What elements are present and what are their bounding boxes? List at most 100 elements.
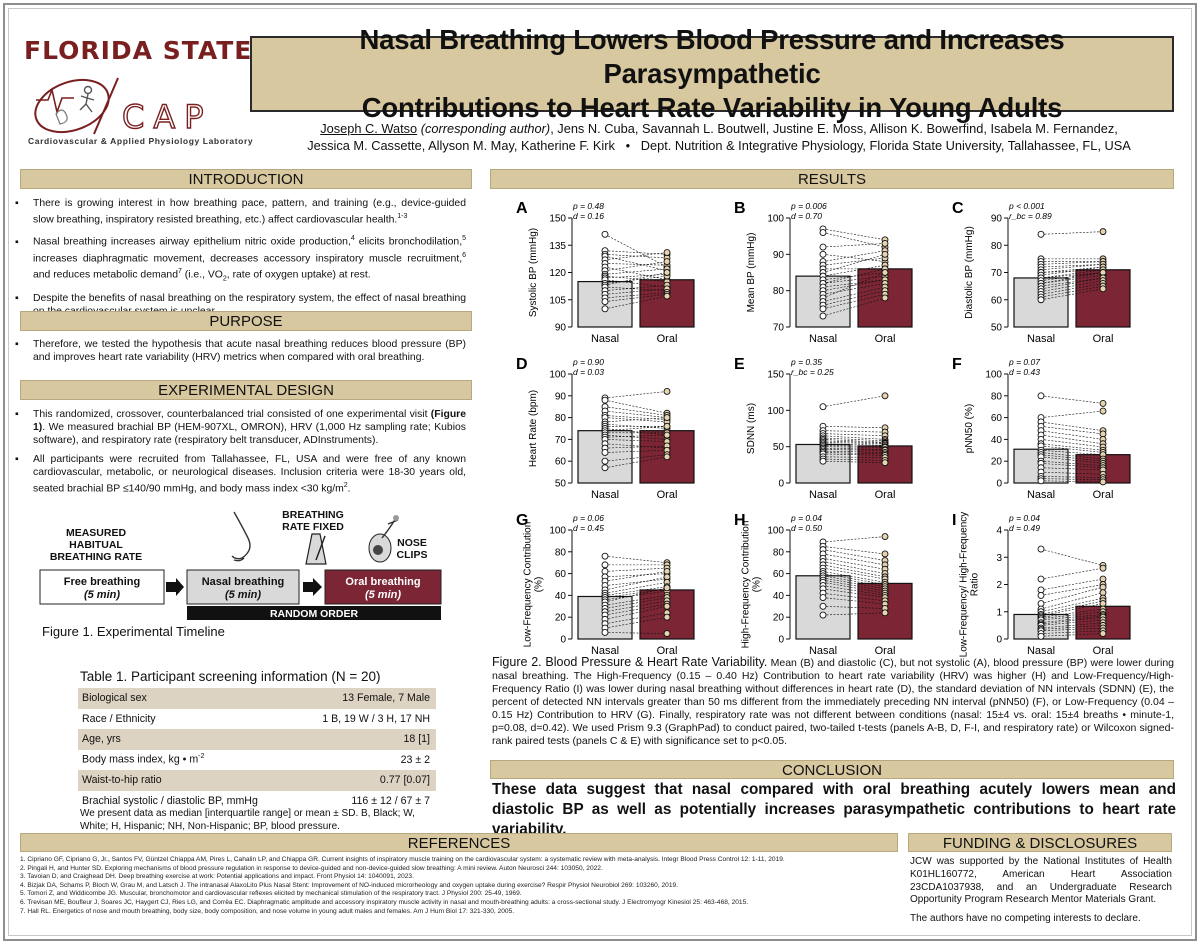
y-tick-label: 90 — [991, 214, 1003, 225]
pair-line — [822, 433, 886, 437]
pair-line — [604, 255, 668, 271]
point-oral — [663, 249, 671, 256]
timeline-box-free — [39, 569, 165, 605]
title-line-2: Contributions to Heart Rate Variability … — [361, 92, 1063, 123]
point-nasal — [601, 561, 609, 569]
pair-line — [1040, 264, 1104, 268]
x-tick-label: Nasal — [1027, 645, 1055, 657]
y-tick-label: 100 — [985, 370, 1002, 381]
point-oral — [1099, 399, 1107, 407]
nose-icon — [231, 511, 251, 562]
metronome-icon — [305, 533, 327, 565]
point-oral — [663, 422, 671, 430]
results-heading: RESULTS — [490, 169, 1174, 189]
pair-line — [604, 272, 668, 286]
table-cell-value: 23 ± 2 — [400, 753, 430, 766]
table-cell-value: 0.77 [0.07] — [379, 774, 430, 787]
reference-item: 1. Cipriano GF, Cipriano G, Jr., Santos … — [20, 856, 785, 863]
reference-item: 4. Bizjak DA, Schams P, Bloch W, Grau M,… — [20, 881, 679, 889]
table-cell-label: Age, yrs — [82, 733, 121, 746]
x-tick-label: Oral — [657, 333, 678, 345]
y-tick-label: 100 — [767, 406, 784, 417]
timeline-box-oral-title: Oral breathing — [345, 576, 420, 588]
pair-line — [1040, 592, 1104, 610]
experimental-design-heading: EXPERIMENTAL DESIGN — [20, 380, 472, 400]
figure-2-body: Mean (B) and diastolic (C), but not syst… — [492, 657, 1174, 747]
x-tick-label: Nasal — [809, 489, 837, 501]
reference-item: 6. Trevisan ME, Boufleur J, Soares JC, H… — [20, 898, 749, 906]
pair-line — [822, 561, 886, 574]
x-tick-label: Oral — [875, 489, 896, 501]
pair-line — [822, 232, 886, 248]
panel-letter: A — [516, 200, 528, 217]
purpose-body: ▪ Therefore, we tested the hypothesis tha… — [15, 339, 466, 363]
y-tick-label: 100 — [549, 370, 566, 381]
table-row: Age, yrs 18 [1] — [78, 729, 436, 750]
y-tick-label: 80 — [991, 391, 1003, 402]
point-oral — [663, 431, 671, 439]
stat-effect-size: d = 0.70 — [791, 211, 822, 221]
table-1-title: Table 1. Participant screening informati… — [80, 669, 381, 684]
pair-line — [604, 426, 668, 431]
pair-line — [1040, 603, 1104, 617]
y-tick-label: 40 — [773, 591, 785, 602]
arrow-icon — [166, 578, 184, 596]
pair-line — [604, 587, 668, 603]
point-nasal — [601, 449, 609, 456]
timeline-box-free-title: Free breathing — [64, 576, 140, 588]
x-tick-label: Oral — [1093, 333, 1114, 345]
x-tick-label: Oral — [1093, 489, 1114, 501]
stat-p-value: p = 0.48 — [572, 201, 604, 211]
fsu-logo-trademark: ® — [237, 52, 243, 59]
point-nasal — [601, 552, 609, 560]
y-tick-label: 100 — [767, 214, 784, 225]
pair-line — [822, 250, 886, 262]
poster-inner-border — [8, 8, 1192, 936]
table-row: Body mass index, kg • m-2 23 ± 2 — [78, 750, 436, 771]
point-oral — [663, 269, 671, 276]
y-tick-label: 90 — [773, 250, 785, 261]
pair-line — [822, 228, 886, 241]
stat-p-value: p = 0.006 — [790, 201, 827, 211]
y-tick-label: 2 — [996, 580, 1002, 591]
pair-line — [1040, 410, 1104, 418]
point-nasal — [601, 305, 609, 313]
point-nasal — [1037, 591, 1045, 599]
pair-line — [822, 243, 886, 248]
fsu-logo: FLORIDA STATE — [24, 36, 253, 65]
pair-line — [604, 261, 668, 271]
pair-line — [822, 549, 886, 561]
point-nasal — [819, 250, 827, 258]
pair-line — [822, 286, 886, 302]
x-tick-label: Nasal — [809, 645, 837, 657]
pair-line — [822, 254, 886, 273]
cap-logo: CAP — [34, 77, 204, 136]
pair-line — [604, 415, 668, 421]
point-oral — [881, 609, 889, 617]
point-oral — [881, 250, 889, 258]
stat-p-value: p = 0.35 — [790, 357, 822, 367]
stat-effect-size: d = 0.49 — [1009, 523, 1040, 533]
design-bullet-2: ▪ All participants were recruited from Ta… — [15, 454, 466, 495]
y-axis-label: pNN50 (%) — [964, 404, 975, 453]
point-oral — [663, 453, 671, 461]
y-tick-label: 50 — [555, 479, 567, 490]
x-tick-label: Nasal — [591, 645, 619, 657]
pair-line — [822, 272, 886, 299]
reference-item: 5. Tomori Z, and Widdicombe JG. Muscular… — [20, 890, 522, 898]
point-nasal — [601, 230, 609, 238]
y-tick-label: 100 — [549, 526, 566, 537]
point-nasal — [819, 594, 827, 602]
timeline-label-nose-1: NOSE — [397, 537, 427, 549]
reference-item: 3. Tavoian D, and Craighead DH. Deep bre… — [20, 873, 414, 881]
point-oral — [1099, 228, 1107, 236]
title-line-1: Nasal Breathing Lowers Blood Pressure an… — [359, 24, 1065, 89]
y-tick-label: 0 — [996, 635, 1002, 646]
pair-line — [822, 437, 886, 442]
y-tick-label: 60 — [555, 569, 567, 580]
